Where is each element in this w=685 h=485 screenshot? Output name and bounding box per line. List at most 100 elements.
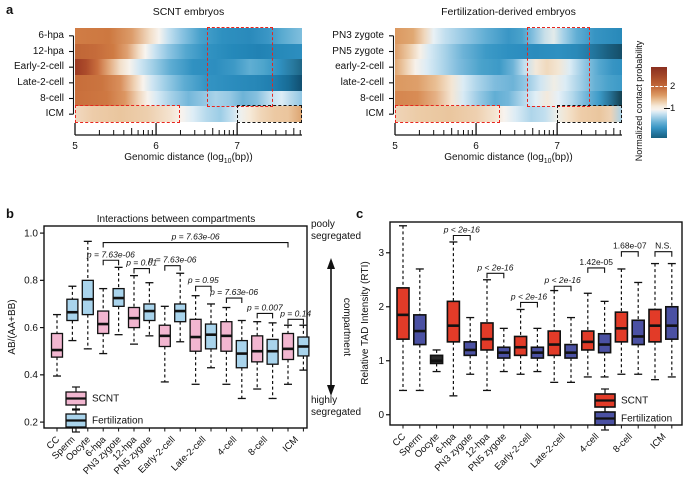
heatmap-row-PN3 zygote [395,28,622,44]
heatmap-row-8-cell [395,90,622,107]
heatmap-row-8-cell [75,90,302,107]
x-tick-label: 6 [473,141,479,152]
heatmap-row-early-2-cell [395,59,622,76]
boxes [396,225,679,429]
p-value-label: p = 7.63e-06 [209,287,258,297]
x-label-4-cell: 4-cell [577,431,601,455]
axis-title-suffix: (bp)) [551,152,573,163]
box-4-cell-SCNT [581,292,595,429]
heatmap-row-Late-2-cell [75,75,302,91]
box-8-cell-SCNT [614,268,629,429]
axis-title-sub: 10 [223,158,232,165]
p-value-label: p = 0.01 [125,258,157,268]
p-value-label: p = 0.95 [187,275,219,285]
boxplot-b-ylabel: AB/(AA+BB) [7,299,18,354]
box-CC-SCNT [50,313,64,432]
box-ICM-Fertilization [664,262,679,429]
box-Early-2-cell-Fertilization [174,272,187,432]
x-label-Late-2-cell: Late-2-cell [529,431,568,470]
boxplot-tad-intensity: Relative TAD Intensity (RTI) 0 1 2 3 CCSperm… [360,221,683,474]
heatmap-fert [395,28,622,123]
box-PN5 zygote-Fertilization [143,282,156,432]
panel-c-letter: c [356,206,364,221]
heatmap-fert-x-axis-title: Genomic distance (log10(bp)) [395,152,622,165]
p-value-label: p = 0.007 [246,302,283,312]
box-Late-2-cell-SCNT [189,295,202,432]
heatmap-row-ICM [395,106,622,123]
heatmap-scnt [75,28,302,123]
axis-title-prefix: Genomic distance (log [444,152,544,163]
x-tick-label: 5 [392,141,398,152]
box-PN5 zygote-Fertilization [497,327,511,429]
x-label-ICM: ICM [281,434,301,454]
box-Early-2-cell-SCNT [513,308,528,429]
annotation-poorly-2: segregated [311,231,361,242]
heatmap-fert-x-axis: 5 6 7 [392,123,622,152]
heatmap-row-label: PN5 zygote [332,45,384,57]
heatmap-row-label: 8-cell [360,92,384,104]
boxplot-b-title: Interactions between compartments [97,214,255,225]
y-axis-ticks: 0 1 2 3 [378,248,390,421]
axis-title-suffix: (bp)) [231,152,253,163]
box-ICM-SCNT [648,262,662,429]
heatmap-scnt-title: SCNT embryos [152,6,225,18]
annotation-compartment: compartment [341,298,352,357]
p-value-label: N.S. [655,241,672,251]
box-Early-2-cell-SCNT [158,305,171,432]
box-8-cell-SCNT [251,321,264,432]
box-Early-2-cell-Fertilization [530,327,545,429]
p-value-label: p < 2e-16 [443,224,480,234]
legend-label-Fertilization: Fertilization [92,416,143,427]
svg-text:0.6: 0.6 [24,323,38,334]
box-8-cell-Fertilization [631,281,646,429]
axis-title-sub: 10 [543,158,552,165]
colorbar-tick-2: 2 [670,81,676,92]
axis-title-prefix: Genomic distance (log [124,152,224,163]
p-value-label: 1.68e-07 [613,241,647,251]
p-value-label: p < 2e-16 [544,275,581,285]
p-value-label: p = 7.63e-06 [171,232,220,242]
heatmap-row-12-hpa [75,43,302,60]
heatmap-scnt-row-axis [69,35,75,115]
box-Late-2-cell-SCNT [547,289,561,429]
double-arrow-icon [327,258,335,396]
p-value-label: p < 2e-16 [476,262,513,272]
boxplot-c-frame [389,221,683,426]
box-4-cell-Fertilization [597,300,612,429]
box-4-cell-Fertilization [235,319,248,432]
p-value-label: p < 2e-16 [510,291,547,301]
box-6-hpa-SCNT [446,241,461,429]
p-value-label: p = 7.63e-06 [86,249,135,259]
svg-text:0.2: 0.2 [24,417,38,428]
heatmap-row-label: 6-hpa [38,29,64,41]
box-PN3 zygote-Fertilization [112,266,125,432]
box-Late-2-cell-Fertilization [204,303,218,432]
panel-a-letter: a [6,2,14,17]
box-ICM-SCNT [281,324,295,432]
boxplot-compartments: Interactions between compartments AB/(AA… [7,214,361,477]
heatmap-row-6-hpa [75,28,302,44]
legend: SCNT Fertilization [65,386,143,433]
annotation-highly-2: segregated [311,407,361,418]
box-12-hpa-SCNT [127,274,141,432]
box-6-hpa-SCNT [97,287,110,432]
heatmap-row-label: Early-2-cell [13,61,64,73]
svg-text:2: 2 [378,302,384,313]
annotation-poorly-1: pooly [311,219,335,230]
p-value-label: 1.42e-05 [579,257,613,267]
x-label-8-cell: 8-cell [246,434,270,458]
box-Sperm-Fertilization [66,285,79,432]
colorbar-tick-1: 1 [670,103,676,114]
heatmap-row-label: late-2-cell [340,76,384,88]
heatmap-scnt-x-axis-title: Genomic distance (log10(bp)) [75,152,302,165]
box-Sperm-Fertilization [412,268,427,429]
p-value-brackets: p = 7.63e-06p = 7.63e-06p = 0.01p = 7.63… [86,232,311,325]
y-axis-ticks: 0.2 0.4 0.6 0.8 1.0 [24,228,44,428]
x-label-4-cell: 4-cell [215,434,239,458]
colorbar-tick-2-mark [651,86,667,87]
x-tick-label: 7 [554,141,560,152]
x-label-ICM: ICM [648,431,668,451]
heatmap-fert-row-axis [389,35,395,115]
